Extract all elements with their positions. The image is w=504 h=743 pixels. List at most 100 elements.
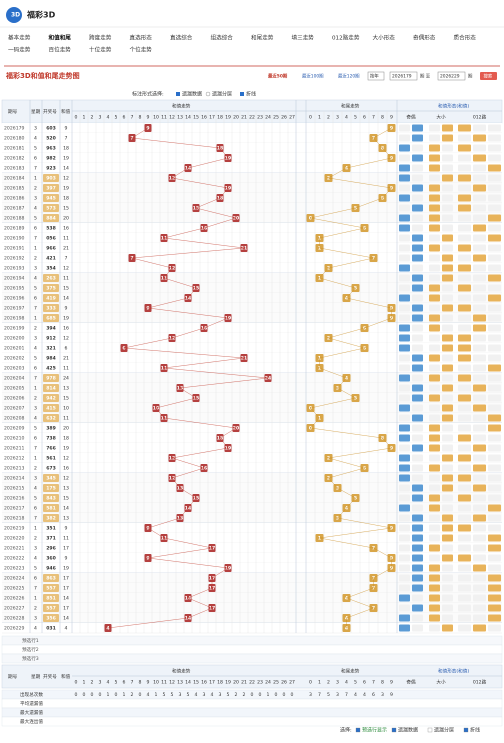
recent-link[interactable]: 最近50期 xyxy=(268,73,288,80)
tail-col-label: 3 xyxy=(336,115,339,121)
form-cell xyxy=(488,124,501,132)
input-to[interactable] xyxy=(437,71,466,81)
form-cell xyxy=(473,284,486,292)
nav-link[interactable]: 和尾走势 xyxy=(251,34,274,42)
period: 2026222 xyxy=(4,556,25,562)
form-cell xyxy=(442,324,453,332)
select-box[interactable] xyxy=(367,71,385,81)
nav-link[interactable]: 直选综合 xyxy=(170,34,193,42)
nav-link[interactable]: 十位走势 xyxy=(89,46,112,54)
sum-col-label: 10 xyxy=(153,680,159,686)
sum-col-label: 8 xyxy=(139,680,142,686)
nav-link[interactable]: 个位走势 xyxy=(130,46,153,54)
row-bg xyxy=(2,503,502,513)
checkbox[interactable] xyxy=(355,727,361,733)
number: 673 xyxy=(46,466,56,472)
radio[interactable] xyxy=(205,91,211,97)
form-cell xyxy=(429,124,440,132)
form-cell xyxy=(412,614,423,622)
sum-col-label: 7 xyxy=(131,680,134,686)
nav-link[interactable]: 和值和尾 xyxy=(49,34,72,42)
period: 2026223 xyxy=(4,566,25,572)
tail-cell-text: 0 xyxy=(309,216,312,222)
option-text[interactable]: 遗漏分层 xyxy=(212,91,232,98)
stats-row xyxy=(1,707,503,718)
option-text[interactable]: 折线 xyxy=(246,91,256,98)
sum-count: 0 xyxy=(291,692,294,698)
form-cell xyxy=(429,174,440,182)
checkbox[interactable] xyxy=(240,92,244,96)
tail-cell-text: 9 xyxy=(390,156,393,162)
form-cell xyxy=(488,264,501,272)
week: 7 xyxy=(34,306,37,312)
row-bg xyxy=(2,463,502,473)
row-bg xyxy=(2,423,502,433)
nav-link[interactable]: 填三走势 xyxy=(292,34,315,42)
sum-col-label: 21 xyxy=(241,115,247,121)
form-cell xyxy=(488,134,501,142)
nav-link[interactable]: 基本走势 xyxy=(8,34,31,42)
nav-link[interactable]: 一码走势 xyxy=(8,46,31,54)
form-cell-on xyxy=(399,594,410,602)
week: 3 xyxy=(34,266,37,272)
form-cell-on xyxy=(399,334,410,342)
form-cell-on xyxy=(442,454,453,462)
sum-cell-text: 18 xyxy=(217,436,223,442)
tail-count: 7 xyxy=(345,692,348,698)
row-bg xyxy=(2,163,502,173)
nav-link[interactable]: 质合形态 xyxy=(454,34,477,42)
row-bg xyxy=(2,323,502,333)
row-bg xyxy=(2,343,502,353)
nav-link[interactable]: 奇偶形态 xyxy=(413,34,436,42)
number-bg xyxy=(43,484,59,492)
nav-link[interactable]: 012路走势 xyxy=(332,34,360,42)
nav-link[interactable]: 跨度走势 xyxy=(89,34,112,42)
form-cell xyxy=(429,364,440,372)
number: 415 xyxy=(46,406,56,412)
footer-option[interactable]: 遗漏分层 xyxy=(434,727,454,734)
input-from[interactable] xyxy=(389,71,418,81)
recent-link[interactable]: 最近120期 xyxy=(338,73,360,80)
checkbox[interactable] xyxy=(176,92,180,96)
nav-link[interactable]: 大小形态 xyxy=(373,34,396,42)
search-text[interactable]: 搜索 xyxy=(484,73,493,80)
sum-col-label: 6 xyxy=(123,680,126,686)
footer-option[interactable]: 折线 xyxy=(470,727,480,734)
footer-option[interactable]: 遗漏数据 xyxy=(398,727,418,734)
form-cell-on xyxy=(442,534,453,542)
form-cell-on xyxy=(488,164,501,172)
number: 603 xyxy=(46,126,56,132)
checkbox[interactable] xyxy=(427,727,433,733)
period: 2026184 xyxy=(4,176,25,182)
form-cell xyxy=(458,414,471,422)
number-bg xyxy=(43,574,59,582)
search-button[interactable] xyxy=(480,72,497,80)
sum-col-label: 18 xyxy=(217,680,223,686)
options-label: 标注形式选择: xyxy=(132,91,164,98)
form-cell-on xyxy=(458,374,471,382)
sum-cell-text: 13 xyxy=(177,386,183,392)
checkbox[interactable] xyxy=(463,727,469,733)
period: 2026190 xyxy=(4,236,25,242)
form-cell xyxy=(488,144,501,152)
number-bg xyxy=(43,374,59,382)
number-bg xyxy=(43,124,59,132)
recent-link[interactable]: 最近100期 xyxy=(302,73,324,80)
sum-col-label: 6 xyxy=(123,115,126,121)
number-bg xyxy=(43,324,59,332)
tail-col-label: 6 xyxy=(363,115,366,121)
sum-col-label: 1 xyxy=(83,680,86,686)
week: 1 xyxy=(34,596,37,602)
sum-col-label: 2 xyxy=(91,680,94,686)
checkbox[interactable] xyxy=(391,727,397,733)
nav-link[interactable]: 直选形态 xyxy=(130,34,153,42)
nav-link[interactable]: 百位走势 xyxy=(49,46,72,54)
week: 4 xyxy=(34,626,37,632)
row-bg xyxy=(2,213,502,223)
form-cell-on xyxy=(429,394,440,402)
option-text[interactable]: 遗漏数据 xyxy=(182,91,202,98)
nav-link[interactable]: 组选综合 xyxy=(211,34,234,42)
sum: 12 xyxy=(63,456,69,462)
footer-option[interactable]: 预选行显示 xyxy=(362,727,387,734)
sum: 19 xyxy=(63,566,69,572)
